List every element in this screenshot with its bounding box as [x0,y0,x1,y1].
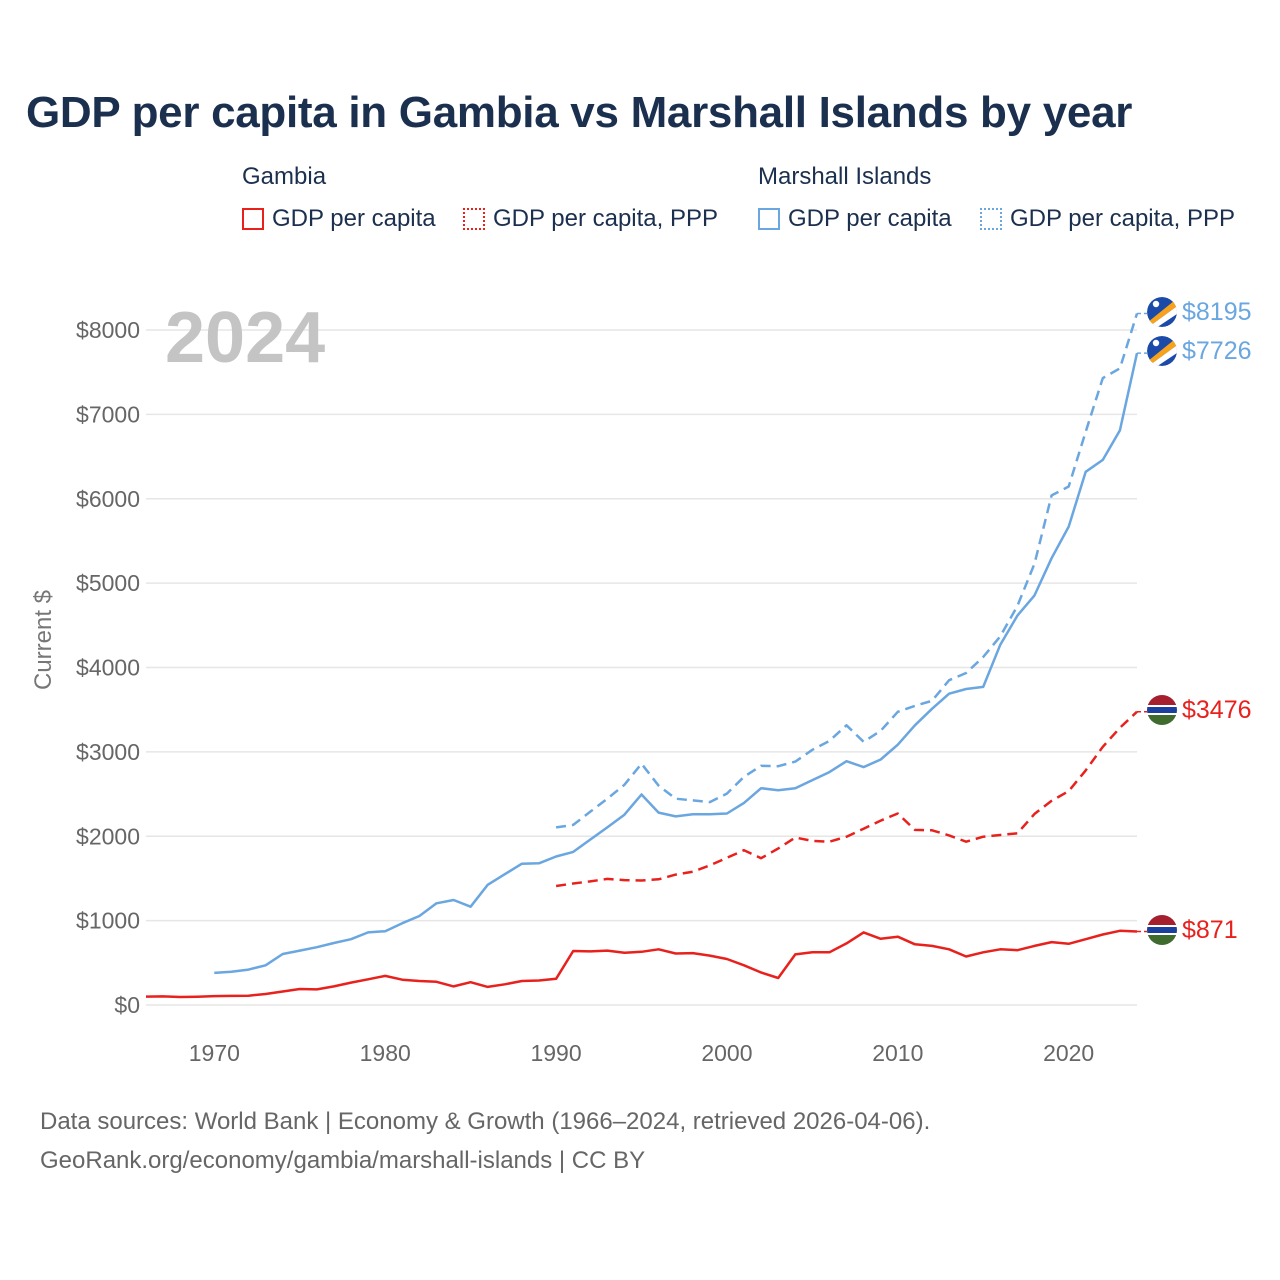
source-line-1: Data sources: World Bank | Economy & Gro… [40,1108,931,1135]
series-line-2[interactable] [214,352,1139,975]
legend-swatch-solid-icon [242,208,264,230]
series-lines [145,312,1147,999]
year-watermark: 2024 [165,298,325,378]
legend-swatch-solid-icon [758,208,780,230]
y-tick-label: $3000 [76,739,140,765]
x-tick-label: 2010 [872,1040,923,1066]
legend-item-marshall-gdp[interactable]: GDP per capita [758,205,952,233]
y-axis: $0 $1000 $2000 $3000 $4000 $5000 $6000 $7000 $80… [76,317,140,1018]
legend-label: GDP per capita [272,205,436,232]
legend-swatch-dotted-icon [980,208,1002,230]
x-tick-label: 1990 [530,1040,581,1066]
legend-group-gambia: Gambia [242,163,327,190]
y-tick-label: $0 [114,992,140,1018]
y-tick-label: $1000 [76,908,140,934]
y-axis-label: Current $ [30,590,57,690]
legend-item-marshall-ppp[interactable]: GDP per capita, PPP [980,205,1235,233]
source-line-2[interactable]: GeoRank.org/economy/gambia/marshall-isla… [40,1147,646,1174]
y-tick-label: $5000 [76,570,140,596]
legend-label: GDP per capita, PPP [1010,205,1235,232]
series-line-3[interactable] [555,313,1139,829]
chart-title: GDP per capita in Gambia vs Marshall Isl… [26,88,1133,137]
x-tick-label: 1970 [189,1040,240,1066]
marshall-islands-flag-icon [1147,297,1177,327]
end-label-gambia-gdp: $871 [1182,916,1238,944]
x-tick-label: 1980 [360,1040,411,1066]
marshall-islands-flag-icon [1147,336,1177,366]
gambia-flag-icon [1147,695,1177,725]
end-label-marshall-gdp: $7726 [1182,337,1252,365]
y-tick-label: $4000 [76,655,140,681]
y-tick-label: $7000 [76,401,140,427]
y-tick-label: $2000 [76,823,140,849]
x-axis: 1970 1980 1990 2000 2010 2020 [189,1040,1094,1066]
gridlines [146,329,1137,1006]
legend-item-gambia-ppp[interactable]: GDP per capita, PPP [463,205,718,233]
legend-group-marshall-islands: Marshall Islands [758,163,932,190]
legend-swatch-dotted-icon [463,208,485,230]
series-line-1[interactable] [555,710,1138,888]
legend-item-gambia-gdp[interactable]: GDP per capita [242,205,436,233]
x-tick-label: 2000 [701,1040,752,1066]
legend-label: GDP per capita, PPP [493,205,718,232]
end-label-gambia-ppp: $3476 [1182,696,1252,724]
gambia-flag-icon [1147,915,1177,945]
y-tick-label: $6000 [76,486,140,512]
series-line-0[interactable] [145,929,1138,999]
end-label-marshall-ppp: $8195 [1182,298,1252,326]
legend-label: GDP per capita [788,205,952,232]
y-tick-label: $8000 [76,317,140,343]
x-tick-label: 2020 [1043,1040,1094,1066]
